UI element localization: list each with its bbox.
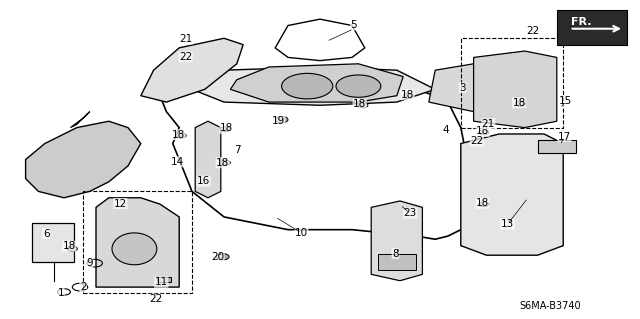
Text: S6MA-B3740: S6MA-B3740 <box>520 301 581 311</box>
Text: 4: 4 <box>443 125 449 135</box>
Ellipse shape <box>112 233 157 265</box>
Text: 15: 15 <box>559 96 572 106</box>
Circle shape <box>67 246 77 251</box>
Circle shape <box>479 130 489 135</box>
Polygon shape <box>474 51 557 128</box>
Bar <box>461 38 563 128</box>
Text: 3: 3 <box>460 83 466 93</box>
Polygon shape <box>192 67 435 105</box>
Bar <box>378 254 416 270</box>
Polygon shape <box>70 112 90 128</box>
Circle shape <box>515 101 525 106</box>
Polygon shape <box>26 121 141 198</box>
Text: 18: 18 <box>476 198 489 208</box>
Circle shape <box>336 75 381 97</box>
Text: 22: 22 <box>470 136 483 146</box>
Text: 1: 1 <box>58 288 64 298</box>
Polygon shape <box>141 38 243 102</box>
Polygon shape <box>230 64 403 102</box>
Text: 23: 23 <box>404 208 417 218</box>
Circle shape <box>403 93 413 98</box>
Text: 9: 9 <box>86 257 93 268</box>
Text: 16: 16 <box>197 176 210 186</box>
Bar <box>538 140 576 153</box>
Text: 12: 12 <box>114 198 127 209</box>
Text: 18: 18 <box>172 130 185 140</box>
Text: 21: 21 <box>482 119 495 129</box>
Polygon shape <box>461 134 563 255</box>
Circle shape <box>358 103 368 108</box>
Circle shape <box>479 202 489 207</box>
Text: 22: 22 <box>150 294 163 304</box>
Text: 18: 18 <box>476 126 489 137</box>
Text: 19: 19 <box>272 115 285 126</box>
Bar <box>157 277 171 282</box>
Polygon shape <box>371 201 422 281</box>
Text: 8: 8 <box>392 249 399 259</box>
Circle shape <box>220 127 230 132</box>
Text: 13: 13 <box>501 219 514 229</box>
Polygon shape <box>429 64 512 112</box>
Bar <box>83 191 192 293</box>
Circle shape <box>282 73 333 99</box>
Text: 18: 18 <box>220 123 233 133</box>
Text: 18: 18 <box>353 99 366 109</box>
Text: 10: 10 <box>295 228 308 238</box>
Text: 7: 7 <box>234 145 241 155</box>
Text: 22: 22 <box>179 52 192 62</box>
Text: 17: 17 <box>558 131 571 142</box>
Bar <box>32 223 74 262</box>
Text: 18: 18 <box>216 158 229 168</box>
Circle shape <box>176 133 186 138</box>
Text: 22: 22 <box>526 26 539 36</box>
Text: 14: 14 <box>171 157 184 167</box>
Text: 18: 18 <box>63 241 76 251</box>
Text: 18: 18 <box>401 90 414 100</box>
Text: 5: 5 <box>351 20 357 30</box>
Circle shape <box>220 160 230 165</box>
Text: 6: 6 <box>43 228 49 239</box>
Text: 2: 2 <box>80 282 86 292</box>
Text: 20: 20 <box>211 252 224 262</box>
Text: 21: 21 <box>179 34 192 44</box>
Circle shape <box>216 254 229 260</box>
Polygon shape <box>195 121 221 198</box>
Text: 18: 18 <box>513 98 525 108</box>
Text: FR.: FR. <box>571 17 591 27</box>
Text: 11: 11 <box>155 277 168 287</box>
Polygon shape <box>96 198 179 287</box>
Bar <box>557 10 627 45</box>
Circle shape <box>275 116 288 123</box>
